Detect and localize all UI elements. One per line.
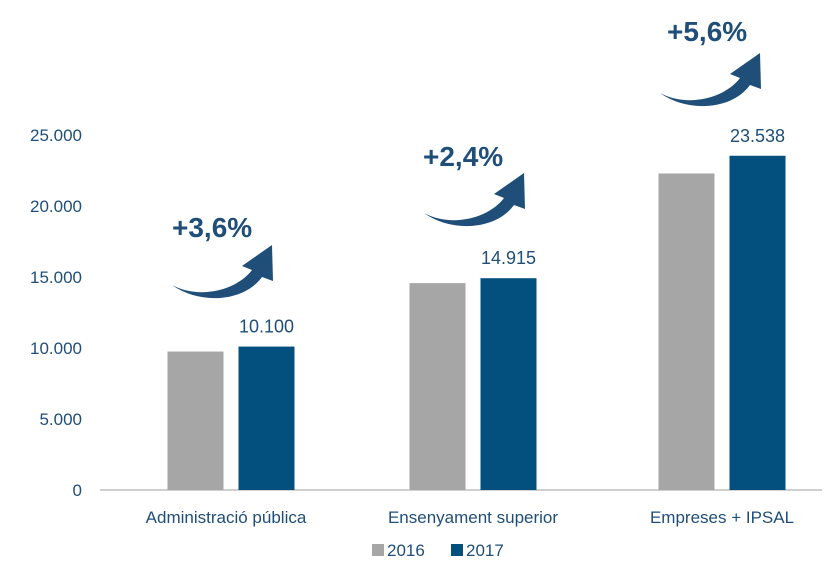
legend-swatch-2016 — [372, 544, 384, 556]
category-label: Empreses + IPSAL — [650, 508, 794, 527]
growth-label: +5,6% — [667, 16, 747, 47]
bar-2016 — [658, 173, 715, 490]
growth-arrow — [172, 245, 273, 299]
bar-2017 — [729, 155, 786, 490]
data-label: 23.538 — [730, 126, 785, 146]
legend-label: 2016 — [387, 541, 425, 560]
y-tick-label: 15.000 — [30, 268, 82, 287]
y-tick-label: 10.000 — [30, 339, 82, 358]
y-tick-label: 5.000 — [39, 410, 82, 429]
data-label: 14.915 — [481, 248, 536, 268]
legend-label: 2017 — [466, 541, 504, 560]
legend: 2016 2017 — [372, 541, 504, 560]
growth-arrow — [424, 173, 525, 227]
growth-arrow — [660, 53, 761, 107]
y-tick-label: 25.000 — [30, 126, 82, 145]
bar-2016 — [409, 283, 466, 490]
bar-2017 — [238, 346, 295, 490]
growth-label: +2,4% — [423, 141, 503, 172]
bar-2017 — [480, 278, 537, 490]
y-axis-ticks: 0 5.000 10.000 15.000 20.000 25.000 — [30, 126, 82, 500]
category-label: Ensenyament superior — [388, 508, 558, 527]
growth-label: +3,6% — [172, 212, 252, 243]
bars: 10.100 14.915 23.538 — [167, 126, 786, 490]
y-tick-label: 20.000 — [30, 197, 82, 216]
data-label: 10.100 — [239, 317, 294, 337]
growth-arrows: +3,6% +2,4% +5,6% — [172, 16, 761, 299]
y-tick-label: 0 — [73, 481, 82, 500]
bar-2016 — [167, 351, 224, 490]
category-label: Administració pública — [146, 508, 307, 527]
legend-swatch-2017 — [451, 544, 463, 556]
category-labels: Administració pública Ensenyament superio… — [146, 508, 794, 527]
